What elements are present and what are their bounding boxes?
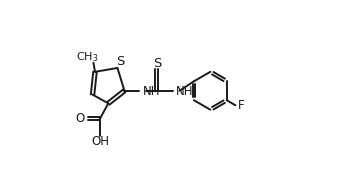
Text: O: O [75,112,85,125]
Text: NH: NH [142,85,160,98]
Text: NH: NH [176,85,193,98]
Text: F: F [238,99,245,112]
Text: S: S [153,57,161,70]
Text: S: S [116,55,125,68]
Text: OH: OH [91,135,109,148]
Text: CH$_3$: CH$_3$ [76,51,99,64]
